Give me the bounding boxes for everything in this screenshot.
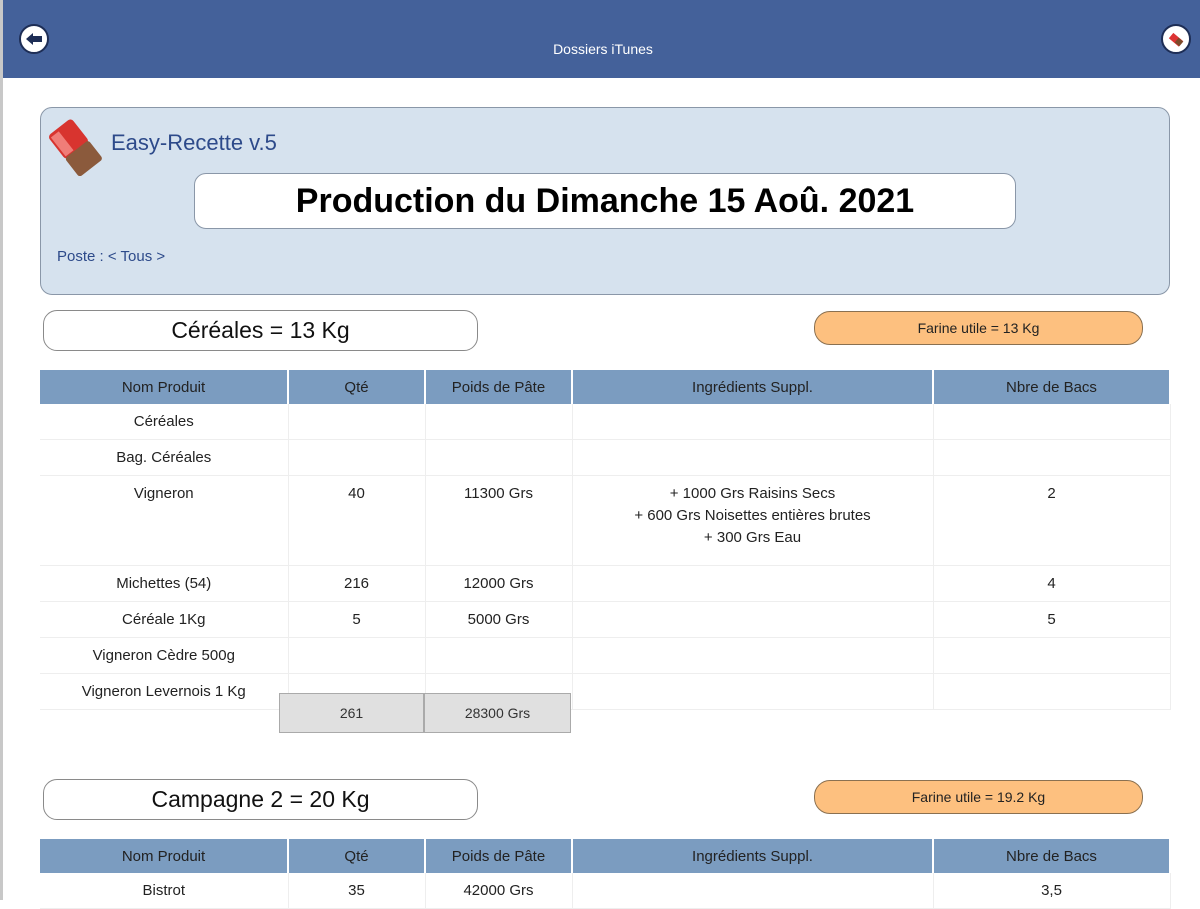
table-row[interactable]: Céréales — [40, 404, 1171, 440]
table-row[interactable]: Bistrot 35 42000 Grs 3,5 — [40, 873, 1171, 909]
cell-ingredients-suppl — [572, 565, 934, 602]
table-row[interactable]: Michettes (54) 216 12000 Grs 4 — [40, 565, 1171, 602]
cell-nom-produit: Vigneron Cèdre 500g — [40, 637, 289, 674]
cell-qte — [288, 439, 426, 476]
eraser-icon — [1168, 32, 1184, 47]
farine-utile-badge: Farine utile = 19.2 Kg — [814, 780, 1143, 814]
cell-nom-produit: Vigneron — [40, 475, 289, 566]
back-button[interactable] — [19, 24, 49, 54]
cell-nbre-de-bacs: 3,5 — [933, 873, 1171, 909]
cell-nom-produit: Bag. Céréales — [40, 439, 289, 476]
top-bar: Dossiers iTunes — [3, 0, 1200, 78]
table-row[interactable]: Céréale 1Kg 5 5000 Grs 5 — [40, 601, 1171, 638]
section-title: Céréales = 13 Kg — [43, 310, 478, 351]
column-header-nom-produit[interactable]: Nom Produit — [40, 839, 289, 873]
cell-poids-de-pate — [425, 637, 573, 674]
cell-poids-de-pate — [425, 404, 573, 440]
header-panel: Easy-Recette v.5 Production du Dimanche … — [40, 107, 1170, 295]
window-title: Dossiers iTunes — [553, 41, 653, 57]
cell-qte: 35 — [288, 873, 426, 909]
app-logo-icon — [49, 119, 102, 176]
cell-poids-de-pate: 5000 Grs — [425, 601, 573, 638]
cell-nbre-de-bacs: 5 — [933, 601, 1171, 638]
production-table: Nom Produit Qté Poids de Pâte Ingrédients S… — [40, 839, 1171, 909]
cell-nom-produit: Michettes (54) — [40, 565, 289, 602]
cell-ingredients-suppl — [572, 601, 934, 638]
section-title: Campagne 2 = 20 Kg — [43, 779, 478, 820]
column-header-nom-produit[interactable]: Nom Produit — [40, 370, 289, 404]
total-qty: 261 — [279, 693, 424, 733]
cell-poids-de-pate: 11300 Grs — [425, 475, 573, 566]
table-row[interactable]: Vigneron Cèdre 500g — [40, 637, 1171, 674]
production-title: Production du Dimanche 15 Aoû. 2021 — [194, 173, 1016, 229]
farine-utile-badge: Farine utile = 13 Kg — [814, 311, 1143, 345]
cell-nbre-de-bacs — [933, 637, 1171, 674]
table-header-row: Nom Produit Qté Poids de Pâte Ingrédients S… — [40, 370, 1171, 404]
production-table: Nom Produit Qté Poids de Pâte Ingrédients S… — [40, 370, 1171, 710]
cell-ingredients-suppl — [572, 404, 934, 440]
column-header-qte[interactable]: Qté — [288, 370, 426, 404]
table-header-row: Nom Produit Qté Poids de Pâte Ingrédients S… — [40, 839, 1171, 873]
column-header-qte[interactable]: Qté — [288, 839, 426, 873]
cell-nbre-de-bacs — [933, 439, 1171, 476]
total-weight: 28300 Grs — [424, 693, 571, 733]
cell-nom-produit: Vigneron Levernois 1 Kg — [40, 673, 289, 710]
column-header-ingredients-suppl[interactable]: Ingrédients Suppl. — [572, 839, 934, 873]
cell-qte: 5 — [288, 601, 426, 638]
cell-nbre-de-bacs — [933, 404, 1171, 440]
cell-qte: 216 — [288, 565, 426, 602]
cell-qte — [288, 404, 426, 440]
app-name: Easy-Recette v.5 — [111, 130, 277, 155]
column-header-nbre-de-bacs[interactable]: Nbre de Bacs — [933, 370, 1171, 404]
cell-ingredients-suppl — [572, 873, 934, 909]
column-header-ingredients-suppl[interactable]: Ingrédients Suppl. — [572, 370, 934, 404]
cell-ingredients-suppl: + 1000 Grs Raisins Secs + 600 Grs Noiset… — [572, 475, 934, 566]
cell-nom-produit: Céréale 1Kg — [40, 601, 289, 638]
cell-nbre-de-bacs — [933, 673, 1171, 710]
cell-nom-produit: Bistrot — [40, 873, 289, 909]
poste-filter[interactable]: Poste : < Tous > — [57, 248, 166, 265]
table-row[interactable]: Vigneron Levernois 1 Kg — [40, 673, 1171, 710]
table-row[interactable]: Bag. Céréales — [40, 439, 1171, 476]
cell-poids-de-pate — [425, 439, 573, 476]
cell-poids-de-pate: 12000 Grs — [425, 565, 573, 602]
cell-qte: 40 — [288, 475, 426, 566]
eraser-button[interactable] — [1161, 24, 1191, 54]
cell-nbre-de-bacs: 4 — [933, 565, 1171, 602]
cell-ingredients-suppl — [572, 439, 934, 476]
column-header-poids-de-pate[interactable]: Poids de Pâte — [425, 370, 573, 404]
cell-nom-produit: Céréales — [40, 404, 289, 440]
table-row[interactable]: Vigneron 40 11300 Grs + 1000 Grs Raisins Se… — [40, 475, 1171, 566]
cell-ingredients-suppl — [572, 637, 934, 674]
cell-ingredients-suppl — [572, 673, 934, 710]
arrow-left-icon — [26, 33, 42, 45]
cell-nbre-de-bacs: 2 — [933, 475, 1171, 566]
column-header-nbre-de-bacs[interactable]: Nbre de Bacs — [933, 839, 1171, 873]
cell-poids-de-pate: 42000 Grs — [425, 873, 573, 909]
cell-qte — [288, 637, 426, 674]
column-header-poids-de-pate[interactable]: Poids de Pâte — [425, 839, 573, 873]
